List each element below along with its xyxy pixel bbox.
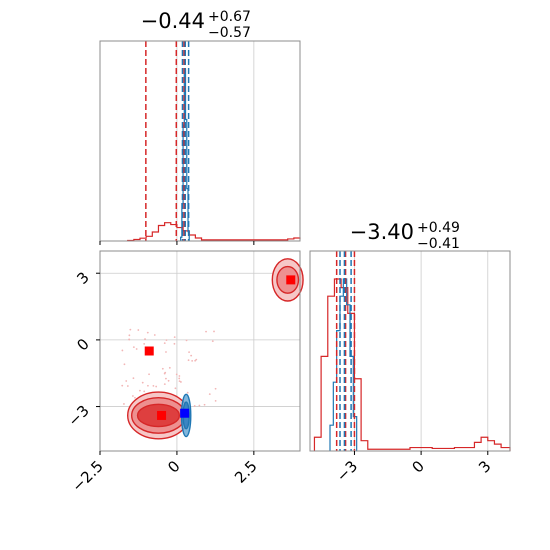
sample-point (125, 380, 128, 382)
sample-point (173, 336, 176, 339)
sample-point (155, 385, 158, 388)
title-upper-error: +0.49 (417, 220, 460, 236)
sample-point (211, 340, 214, 343)
sample-point (148, 373, 150, 376)
sample-point (132, 395, 134, 397)
histogram-series-1 (313, 278, 511, 451)
marker-square (286, 275, 296, 285)
sample-point (135, 348, 138, 350)
sample-point (180, 381, 182, 383)
sample-point (161, 367, 164, 370)
sample-point (126, 385, 129, 387)
sample-point (121, 384, 124, 387)
sample-point (193, 405, 196, 407)
title-upper-error: +0.67 (208, 9, 251, 25)
axis-ticks: −2.5 0 2.5 3 0 −3 (64, 268, 260, 495)
sample-point (178, 380, 181, 383)
sample-point (188, 351, 190, 354)
sample-point (147, 384, 149, 387)
contour-marks (121, 258, 304, 440)
y-tick-label: 3 (73, 268, 92, 287)
sample-point (143, 390, 146, 393)
sample-point (134, 396, 136, 399)
histogram-marks (313, 251, 511, 451)
title-lower-error: −0.41 (417, 236, 460, 252)
sample-point (205, 330, 207, 333)
x-ticks: −3 0 3 (333, 451, 495, 485)
sample-point (132, 377, 135, 380)
sample-point (141, 381, 144, 384)
title-lower-error: −0.57 (208, 25, 251, 41)
sample-point (165, 377, 167, 380)
sample-point (128, 334, 131, 337)
axes-frame (99, 250, 301, 452)
grid-lines (354, 251, 489, 451)
sample-point (138, 389, 141, 392)
sample-point (163, 372, 166, 375)
y-tick-label: −3 (64, 402, 92, 430)
histogram-marks (127, 41, 301, 242)
x-tick-label: −3 (333, 457, 361, 485)
sample-point (190, 354, 193, 357)
x-tick-label: 2.5 (231, 457, 261, 487)
histogram-series-2 (329, 278, 358, 451)
axes-frame (309, 250, 511, 452)
marker-square (144, 346, 154, 356)
sample-point (203, 403, 206, 406)
sample-point (152, 384, 155, 387)
sample-point (173, 342, 176, 345)
sample-point (187, 359, 190, 362)
sample-point (129, 328, 132, 331)
sample-point (163, 342, 166, 345)
marker-square (180, 408, 190, 418)
sample-point (143, 342, 146, 345)
x-tick-label: 0 (408, 457, 427, 476)
sample-point (208, 393, 211, 396)
marginal-histogram-param-2: −3 0 3 −3.40 +0.49 −0.41 (309, 220, 511, 485)
sample-point (153, 334, 156, 336)
sample-point (123, 403, 125, 405)
sample-point (121, 349, 124, 352)
x-ticks (99, 241, 255, 245)
y-tick-label: 0 (73, 335, 92, 354)
marginal-histogram-param-1: −0.44 +0.67 −0.57 (99, 9, 301, 245)
sample-point (168, 366, 171, 369)
sample-point (214, 387, 217, 390)
title-value: −0.44 (141, 9, 205, 33)
sample-point (213, 330, 215, 333)
sample-point (146, 331, 149, 334)
sample-point (128, 338, 131, 341)
sample-point (194, 359, 197, 362)
sample-point (165, 351, 167, 353)
histogram-series-1 (127, 222, 301, 242)
sample-point (178, 377, 181, 380)
sample-point (163, 383, 166, 386)
sample-point (178, 375, 181, 377)
sample-point (175, 373, 178, 376)
sample-point (165, 339, 168, 342)
sample-point (132, 346, 135, 349)
x-tick-label: 0 (164, 457, 183, 476)
axes-frame (99, 40, 301, 242)
sample-point (185, 339, 188, 342)
sample-point (191, 359, 194, 362)
sample-point (214, 399, 217, 402)
sample-point (123, 363, 126, 366)
x-tick-label: 3 (475, 457, 494, 476)
marker-square (157, 410, 167, 420)
sample-point (137, 329, 140, 331)
x-tick-label: −2.5 (68, 457, 106, 495)
sample-point (144, 338, 146, 340)
sample-point (195, 358, 198, 361)
sample-point (186, 391, 189, 394)
sample-point (198, 404, 201, 407)
joint-contour-panel: −2.5 0 2.5 3 0 −3 (64, 250, 304, 496)
sample-point (174, 387, 177, 390)
title-value: −3.40 (350, 220, 414, 244)
sample-point (167, 379, 170, 382)
